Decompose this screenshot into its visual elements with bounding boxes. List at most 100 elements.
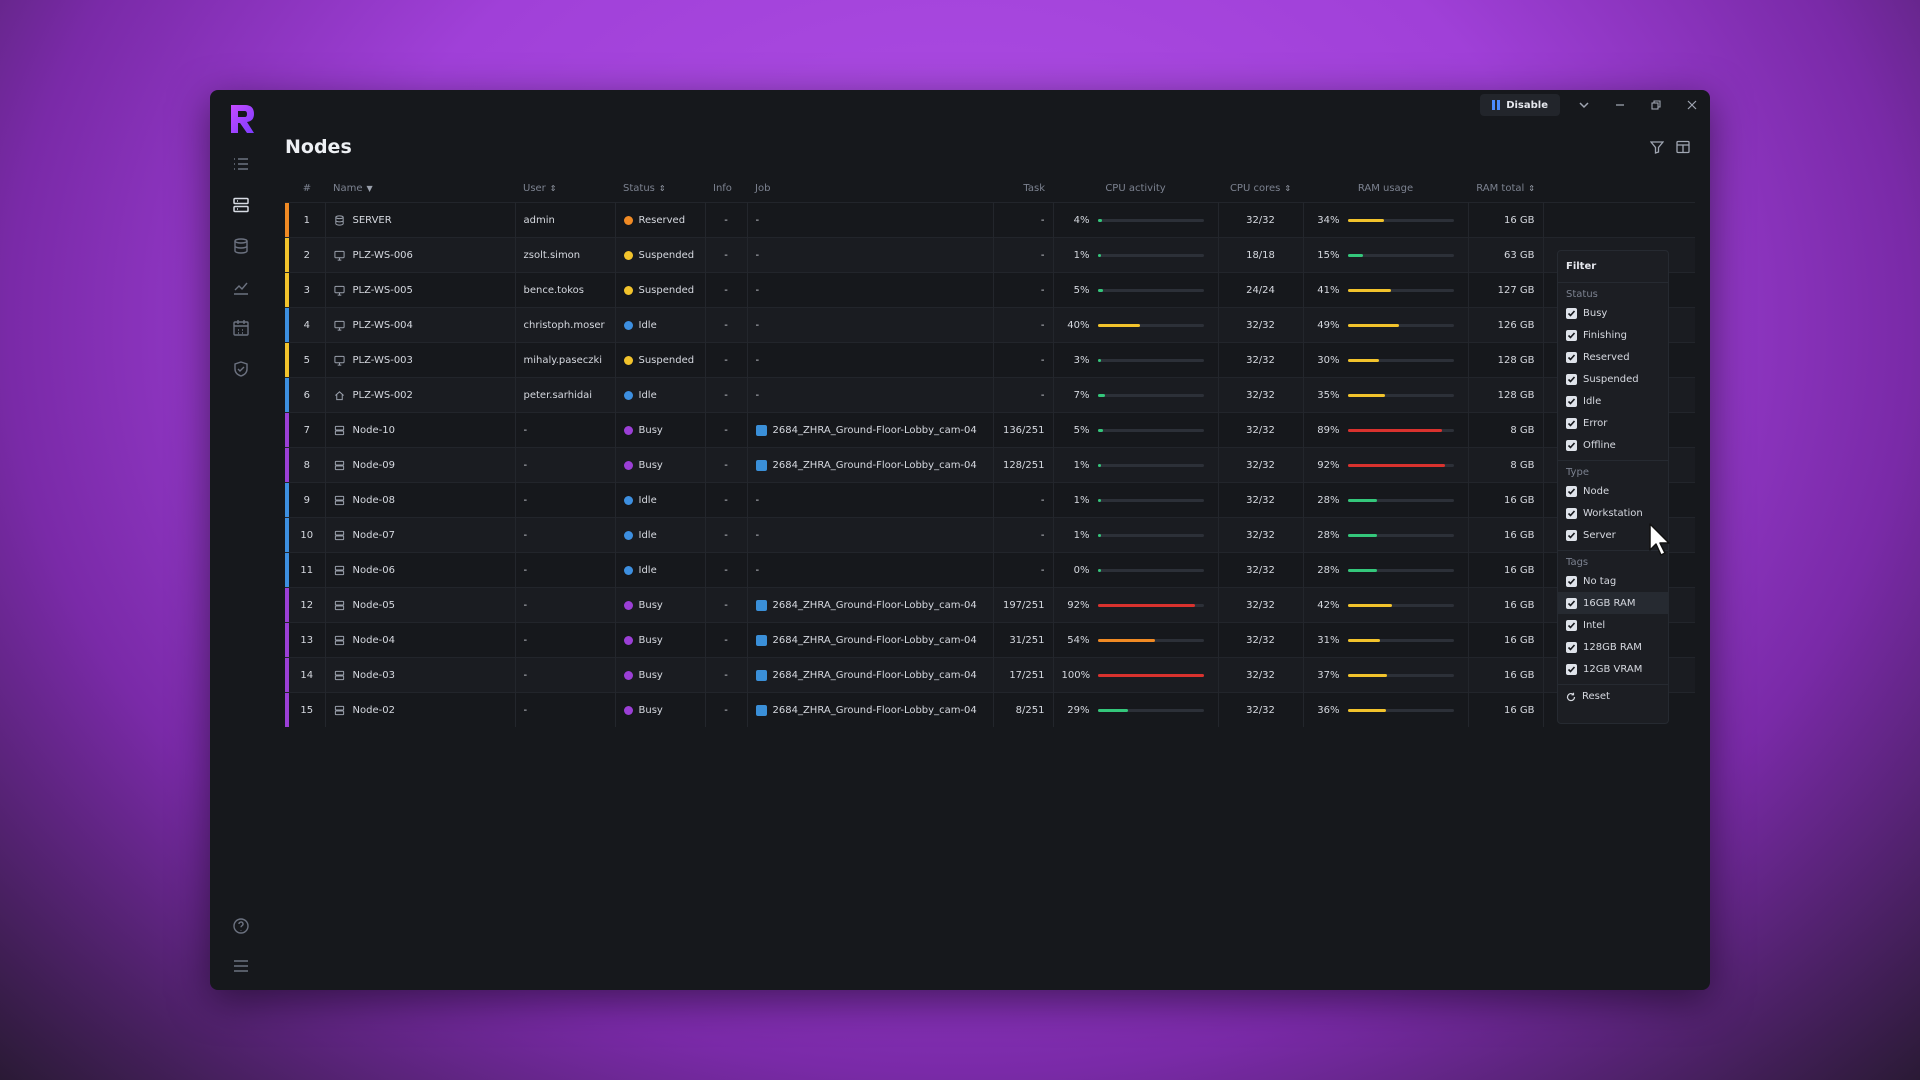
job-value[interactable]: 2684_ZHRA_Ground-Floor-Lobby_cam-04	[772, 704, 977, 716]
table-row[interactable]: 6 PLZ-WS-002 peter.sarhidai Idle - - - 7…	[285, 377, 1695, 413]
status-label: Busy	[638, 459, 663, 471]
columns-button[interactable]	[1676, 140, 1692, 156]
table-row[interactable]: 3 PLZ-WS-005 bence.tokos Suspended - - -…	[285, 272, 1695, 308]
checkbox-checked-icon[interactable]	[1566, 373, 1577, 385]
job-value[interactable]: 2684_ZHRA_Ground-Floor-Lobby_cam-04	[772, 424, 977, 436]
col-task[interactable]: Task	[1023, 182, 1045, 194]
job-value[interactable]: 2684_ZHRA_Ground-Floor-Lobby_cam-04	[772, 634, 977, 646]
checkbox-checked-icon[interactable]	[1566, 351, 1577, 363]
disable-button[interactable]: Disable	[1480, 94, 1560, 116]
col-status[interactable]: Status ⇕	[623, 182, 666, 194]
cpu-percent: 40%	[1067, 319, 1090, 331]
job-cell: 2684_ZHRA_Ground-Floor-Lobby_cam-04	[747, 657, 994, 693]
filter-option[interactable]: 12GB VRAM	[1558, 658, 1668, 680]
cpu-cores-value: 32/32	[1218, 377, 1304, 413]
job-cell: 2684_ZHRA_Ground-Floor-Lobby_cam-04	[747, 622, 994, 658]
user-value: -	[515, 447, 616, 483]
checkbox-checked-icon[interactable]	[1566, 439, 1577, 451]
node-name: Node-05	[325, 587, 516, 623]
col-info[interactable]: Info	[713, 182, 732, 194]
restore-button[interactable]	[1638, 90, 1674, 120]
ram-bar	[1347, 358, 1454, 362]
col-user[interactable]: User ⇕	[523, 182, 557, 194]
reset-button[interactable]: Reset	[1558, 684, 1668, 708]
filter-button[interactable]	[1650, 140, 1666, 156]
status-badge: Busy	[615, 657, 706, 693]
table-row[interactable]: 1 SERVER admin Reserved - - - 4% 32/32 3…	[285, 202, 1695, 238]
table-row[interactable]: 9 Node-08 - Idle - - - 1% 32/32 28% 16 G…	[285, 482, 1695, 518]
table-row[interactable]: 5 PLZ-WS-003 mihaly.paseczki Suspended -…	[285, 342, 1695, 378]
close-button[interactable]	[1674, 90, 1710, 120]
table-row[interactable]: 15 Node-02 - Busy - 2684_ZHRA_Ground-Flo…	[285, 692, 1695, 727]
task-value: -	[993, 377, 1054, 413]
sidebar-item-security[interactable]	[230, 358, 252, 380]
table-row[interactable]: 8 Node-09 - Busy - 2684_ZHRA_Ground-Floo…	[285, 447, 1695, 483]
sidebar-item-schedule[interactable]	[230, 317, 252, 339]
status-label: Busy	[638, 704, 663, 716]
checkbox-checked-icon[interactable]	[1566, 307, 1577, 319]
job-value[interactable]: 2684_ZHRA_Ground-Floor-Lobby_cam-04	[772, 599, 977, 611]
table-row[interactable]: 10 Node-07 - Idle - - - 1% 32/32 28% 16 …	[285, 517, 1695, 553]
sidebar-item-statistics[interactable]	[230, 276, 252, 298]
sidebar-item-nodes[interactable]	[230, 194, 252, 216]
sidebar-item-help[interactable]	[230, 915, 252, 937]
node-name-label: Node-09	[352, 459, 395, 471]
filter-option[interactable]: Suspended	[1558, 368, 1668, 390]
sidebar-item-jobs[interactable]	[230, 153, 252, 175]
checkbox-checked-icon[interactable]	[1566, 395, 1577, 407]
col-name[interactable]: Name ▼	[333, 182, 373, 194]
checkbox-checked-icon[interactable]	[1566, 507, 1577, 519]
filter-option[interactable]: Server	[1558, 524, 1668, 546]
dropdown-button[interactable]	[1566, 90, 1602, 120]
ram-percent: 37%	[1317, 669, 1340, 681]
minimize-button[interactable]	[1602, 90, 1638, 120]
render-job-icon	[755, 459, 767, 471]
checkbox-checked-icon[interactable]	[1566, 485, 1577, 497]
filter-option[interactable]: Finishing	[1558, 324, 1668, 346]
col-job[interactable]: Job	[755, 182, 771, 194]
checkbox-checked-icon[interactable]	[1566, 619, 1577, 631]
job-value[interactable]: 2684_ZHRA_Ground-Floor-Lobby_cam-04	[772, 459, 977, 471]
filter-option[interactable]: Offline	[1558, 434, 1668, 456]
filter-option[interactable]: 128GB RAM	[1558, 636, 1668, 658]
checkbox-checked-icon[interactable]	[1566, 329, 1577, 341]
table-row[interactable]: 4 PLZ-WS-004 christoph.moser Idle - - - …	[285, 307, 1695, 343]
table-row[interactable]: 12 Node-05 - Busy - 2684_ZHRA_Ground-Flo…	[285, 587, 1695, 623]
filter-option[interactable]: Error	[1558, 412, 1668, 434]
checkbox-checked-icon[interactable]	[1566, 529, 1577, 541]
checkbox-checked-icon[interactable]	[1566, 597, 1577, 609]
col-num[interactable]: #	[302, 182, 312, 194]
checkbox-checked-icon[interactable]	[1566, 417, 1577, 429]
sidebar-item-storage[interactable]	[230, 235, 252, 257]
info-value: -	[705, 202, 748, 238]
col-cpu-activity[interactable]: CPU activity	[1105, 182, 1166, 194]
filter-option[interactable]: Idle	[1558, 390, 1668, 412]
status-dot	[623, 530, 633, 540]
table-row[interactable]: 13 Node-04 - Busy - 2684_ZHRA_Ground-Flo…	[285, 622, 1695, 658]
checkbox-checked-icon[interactable]	[1566, 575, 1577, 587]
filter-option[interactable]: Intel	[1558, 614, 1668, 636]
filter-option-label: Suspended	[1583, 373, 1639, 385]
row-number: 5	[289, 342, 326, 378]
col-cpu-cores[interactable]: CPU cores ⇕	[1229, 182, 1292, 194]
filter-option[interactable]: 16GB RAM	[1558, 592, 1668, 614]
ram-bar-fill	[1347, 533, 1378, 537]
table-row[interactable]: 14 Node-03 - Busy - 2684_ZHRA_Ground-Flo…	[285, 657, 1695, 693]
filter-option[interactable]: Node	[1558, 480, 1668, 502]
filter-option[interactable]: Workstation	[1558, 502, 1668, 524]
table-row[interactable]: 2 PLZ-WS-006 zsolt.simon Suspended - - -…	[285, 237, 1695, 273]
ram-bar	[1347, 288, 1454, 292]
cpu-percent: 54%	[1067, 634, 1090, 646]
filter-option[interactable]: Reserved	[1558, 346, 1668, 368]
filter-option[interactable]: Busy	[1558, 302, 1668, 324]
job-value[interactable]: 2684_ZHRA_Ground-Floor-Lobby_cam-04	[772, 669, 977, 681]
col-ram-total[interactable]: RAM total ⇕	[1476, 182, 1535, 194]
table-row[interactable]: 11 Node-06 - Idle - - - 0% 32/32 28% 16 …	[285, 552, 1695, 588]
sidebar-item-menu[interactable]	[230, 955, 252, 977]
checkbox-checked-icon[interactable]	[1566, 641, 1577, 653]
col-ram-usage[interactable]: RAM usage	[1357, 182, 1414, 194]
filter-option[interactable]: No tag	[1558, 570, 1668, 592]
job-cell: -	[747, 377, 994, 413]
table-row[interactable]: 7 Node-10 - Busy - 2684_ZHRA_Ground-Floo…	[285, 412, 1695, 448]
checkbox-checked-icon[interactable]	[1566, 663, 1577, 675]
